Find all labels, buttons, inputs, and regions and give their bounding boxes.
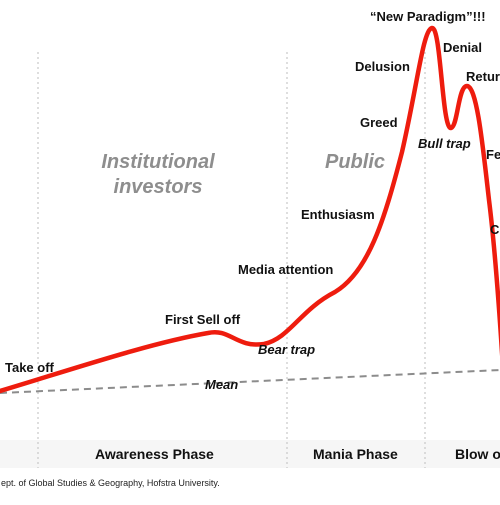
- bear-trap-label: Bear trap: [258, 342, 316, 357]
- phase-band: [0, 440, 500, 468]
- bubble-curve: [0, 25, 500, 394]
- return-to-normal-label: Retur: [466, 69, 500, 84]
- take-off-label: Take off: [5, 360, 54, 375]
- source-credit: ept. of Global Studies & Geography, Hofs…: [1, 478, 220, 488]
- greed-label: Greed: [360, 115, 398, 130]
- blow-off-phase-label: Blow o: [455, 446, 500, 462]
- public-label: Public: [324, 151, 385, 173]
- awareness-phase-label: Awareness Phase: [95, 446, 214, 462]
- mean-line: [0, 369, 500, 394]
- media-attention-label: Media attention: [238, 262, 334, 277]
- capitulation-label: C: [490, 222, 500, 237]
- mania-phase-label: Mania Phase: [313, 446, 398, 462]
- institutional-line2: investors: [113, 176, 203, 198]
- mean-label: Mean: [205, 377, 239, 392]
- bull-trap-label: Bull trap: [418, 136, 471, 151]
- institutional-line1: Institutional: [101, 151, 215, 173]
- enthusiasm-label: Enthusiasm: [301, 207, 375, 222]
- first-sell-off-label: First Sell off: [165, 312, 241, 327]
- denial-label: Denial: [443, 40, 483, 55]
- delusion-label: Delusion: [355, 59, 410, 74]
- institutional-investors-label: Institutional investors: [96, 150, 220, 200]
- fear-label: Fe: [486, 147, 500, 162]
- new-paradigm-label: “New Paradigm”!!!: [370, 9, 486, 24]
